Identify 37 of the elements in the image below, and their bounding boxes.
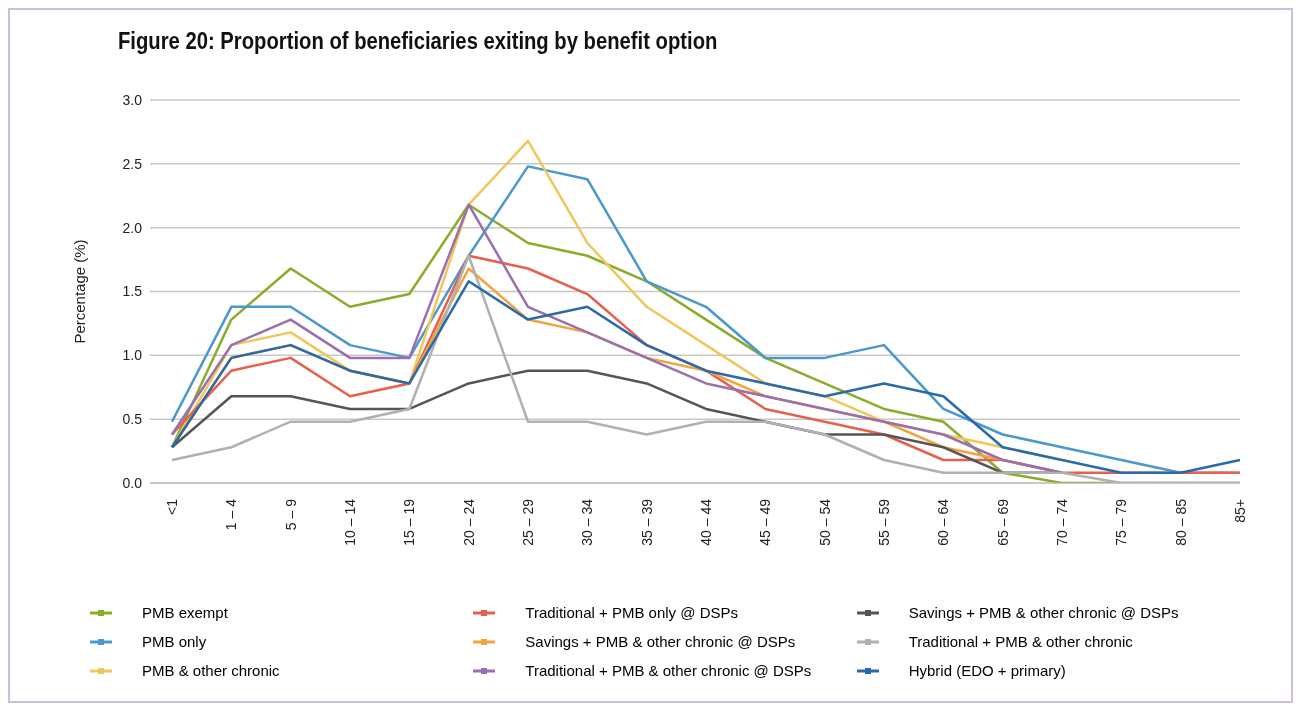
legend-label: Traditional + PMB & other chronic @ DSPs [525, 662, 812, 679]
legend-label: Savings + PMB & other chronic @ DSPs [908, 604, 1179, 621]
x-tick-label: 35 – 39 [638, 498, 655, 546]
x-tick-label: 85+ [1232, 499, 1248, 523]
x-tick-label: <1 [164, 498, 180, 515]
legend-label: Savings + PMB & other chronic @ DSPs [525, 633, 796, 650]
x-tick-label: 65 – 69 [994, 498, 1011, 546]
legend-label: Hybrid (EDO + primary) [908, 662, 1066, 679]
y-tick-label: 2.0 [122, 219, 143, 236]
legend-label: Traditional + PMB only @ DSPs [525, 604, 738, 621]
y-tick-label: 0.5 [122, 411, 143, 428]
x-tick-label: 75 – 79 [1113, 498, 1130, 546]
x-tick-label: 60 – 64 [935, 498, 952, 546]
x-tick-label: 40 – 44 [698, 498, 714, 546]
x-tick-label: 25 – 29 [520, 498, 536, 546]
legend-label: PMB & other chronic [142, 662, 280, 679]
x-tick-label: 70 – 74 [1054, 498, 1070, 546]
y-tick-label: 2.5 [122, 155, 143, 172]
chart-title: Figure 20: Proportion of beneficiaries exiting by benefit option [118, 28, 718, 55]
x-tick-label: 45 – 49 [757, 498, 774, 546]
x-tick-label: 55 – 59 [876, 498, 892, 546]
y-tick-label: 0.0 [122, 474, 143, 491]
x-tick-label: 30 – 34 [579, 498, 596, 546]
y-axis-title: Percentage (%) [71, 239, 89, 344]
x-tick-label: 80 – 85 [1172, 498, 1189, 546]
legend-label: PMB exempt [142, 604, 228, 621]
x-tick-label: 15 – 19 [401, 498, 418, 546]
x-tick-label: 10 – 14 [342, 498, 358, 546]
y-tick-label: 3.0 [122, 91, 143, 108]
x-tick-label: 20 – 24 [460, 498, 477, 546]
y-tick-label: 1.0 [122, 347, 143, 364]
legend-label: PMB only [142, 633, 207, 650]
y-tick-label: 1.5 [122, 283, 143, 300]
legend-label: Traditional + PMB & other chronic [908, 633, 1133, 650]
x-tick-label: 1 – 4 [223, 498, 240, 531]
x-tick-label: 5 – 9 [282, 498, 299, 531]
x-tick-label: 50 – 54 [816, 498, 833, 546]
